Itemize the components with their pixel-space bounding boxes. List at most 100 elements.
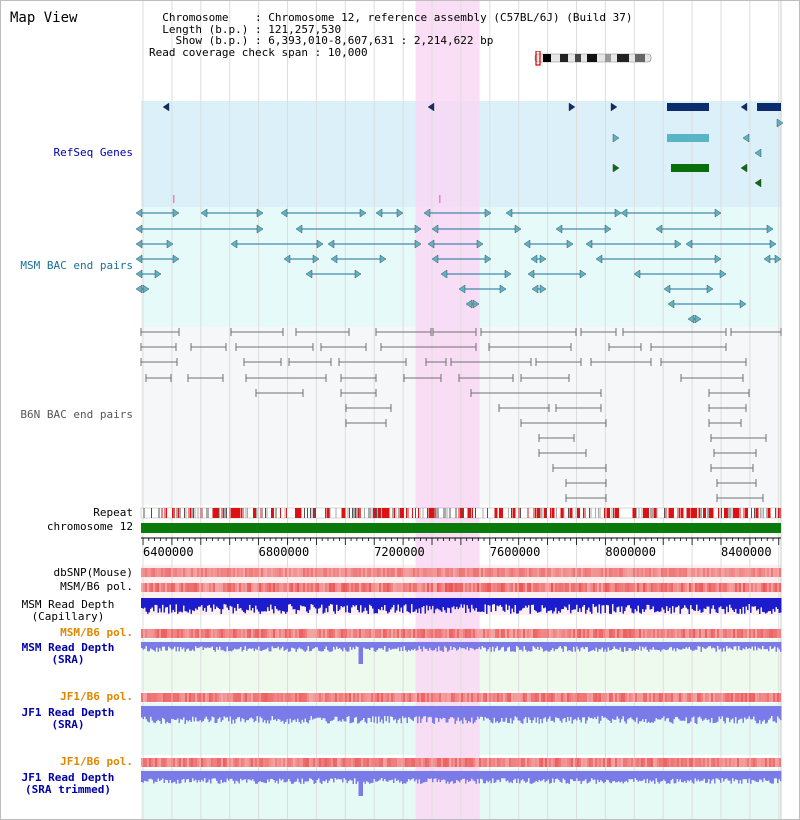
msm-sra-depth-bin [774,642,776,647]
jf1-sra-depth-bin [303,706,305,723]
jf1-pol-strip-1-bin [295,693,297,702]
msm-pol-strip-2 [141,629,781,638]
jf1-sra-depth-bin [426,706,428,723]
repeat-element [394,508,395,518]
jf1-pol-strip-1-bin [597,693,599,702]
msm-sra-depth-bin [430,642,432,651]
chromosome-ideogram[interactable] [529,51,655,67]
jf1-pol-strip-1-bin [707,693,709,702]
jf1-pol-strip-2-bin [387,758,389,767]
jf1-pol-strip-1-bin [587,693,589,702]
jf1-trimmed-depth-bin [484,771,486,784]
msm-sra-depth-bin [595,642,597,648]
jf1-sra-depth-bin [183,706,185,718]
msm-capillary-depth-bin [760,598,762,608]
jf1-pol-strip-2-bin [415,758,417,767]
msm-sra-depth-bin [177,642,179,647]
msm-sra-depth-bin [463,642,465,649]
jf1-trimmed-depth-bin [268,771,270,782]
axis-tick-label: 7200000 [374,545,425,559]
dbsnp-strip-bin [515,568,517,577]
jf1-pol-strip-2-bin [557,758,559,767]
msm-capillary-depth-bin [706,598,708,607]
msm-sra-depth-bin [145,642,147,647]
jf1-trimmed-depth-bin [307,771,309,782]
msm-bac-end [687,314,695,324]
repeat-element [728,508,730,518]
jf1-pol-strip-2-bin [675,758,677,767]
jf1-pol-strip-1-bin [247,693,249,702]
jf1-sra-depth-bin [600,706,602,721]
jf1-pol-strip-2-bin [671,758,673,767]
axis-tick-label: 6800000 [259,545,310,559]
msm-sra-depth-bin [355,642,357,647]
dbsnp-strip-bin [671,568,673,577]
msm-pol-strip-1-bin [151,583,153,592]
msm-sra-depth-bin [769,642,771,647]
msm-pol-strip-2-bin [221,629,223,638]
jf1-pol-strip-2-bin [241,758,243,767]
jf1-pol-strip-2-bin [249,758,251,767]
repeat-element [377,508,381,518]
jf1-trimmed-depth-bin [322,771,324,781]
jf1-pol-strip-2-bin [221,758,223,767]
jf1-trimmed-depth-bin [409,771,411,781]
jf1-pol-strip-2-bin [205,758,207,767]
msm-bac-end [316,239,324,249]
jf1-trimmed-depth-bin [334,771,336,778]
dbsnp-strip-bin [683,568,685,577]
jf1-pol-strip-1-bin [249,693,251,702]
jf1-trimmed-depth-bin [240,771,242,779]
jf1-trimmed-depth-bin [778,771,780,780]
msm-capillary-depth-bin [433,598,435,614]
jf1-pol-strip-1-bin [449,693,451,702]
jf1-trimmed-depth-bin [319,771,321,783]
jf1-pol-strip-1-bin [677,693,679,702]
msm-pol-strip-2-bin [705,629,707,638]
msm-sra-depth-bin [247,642,249,649]
jf1-trimmed-depth-bin [468,771,470,782]
jf1-trimmed-depth-bin [697,771,699,780]
msm-pol-strip-2-bin [157,629,159,638]
msm-pol-strip-2-bin [489,629,491,638]
dbsnp-strip-bin [679,568,681,577]
jf1-pol-strip-2-bin [323,758,325,767]
dbsnp-strip-bin [233,568,235,577]
jf1-sra-depth-bin [625,706,627,724]
msm-capillary-depth-bin [201,598,203,606]
msm-capillary-depth-bin [631,598,633,613]
msm-sra-depth-bin [217,642,219,650]
jf1-trimmed-depth-bin [684,771,686,781]
msm-pol-strip-1-bin [289,583,291,592]
msm-pol-strip-1-bin [145,583,147,592]
jf1-trimmed-depth-bin [258,771,260,782]
jf1-trimmed-depth-bin [360,771,362,796]
msm-capillary-depth-bin [532,598,534,605]
jf1-pol-strip-1-bin [683,693,685,702]
jf1-trimmed-depth-bin [244,771,246,780]
jf1-sra-depth-bin [511,706,513,724]
msm-pol-strip-2-bin [195,629,197,638]
jf1-sra-depth-bin [384,706,386,716]
msm-capillary-depth-bin [316,598,318,614]
jf1-pol-strip-1-bin [161,693,163,702]
msm-capillary-depth-bin [216,598,218,607]
dbsnp-strip-bin [465,568,467,577]
jf1-pol-strip-1-bin [767,693,769,702]
msm-capillary-depth-bin [360,598,362,606]
jf1-trimmed-depth-bin [540,771,542,782]
msm-sra-depth-bin [294,642,296,649]
msm-capillary-depth-bin [646,598,648,605]
msm-pol-strip-2-bin [751,629,753,638]
dbsnp-strip-bin [607,568,609,577]
msm-bac-end [763,254,771,264]
jf1-sra-depth-bin [652,706,654,723]
msm-sra-depth-bin [718,642,720,650]
jf1-trimmed-depth-bin [523,771,525,782]
repeat-element [605,508,607,518]
jf1-pol-strip-2-bin [505,758,507,767]
jf1-pol-strip-2-bin [669,758,671,767]
msm-capillary-depth-bin [376,598,378,614]
jf1-pol-strip-1-bin [213,693,215,702]
